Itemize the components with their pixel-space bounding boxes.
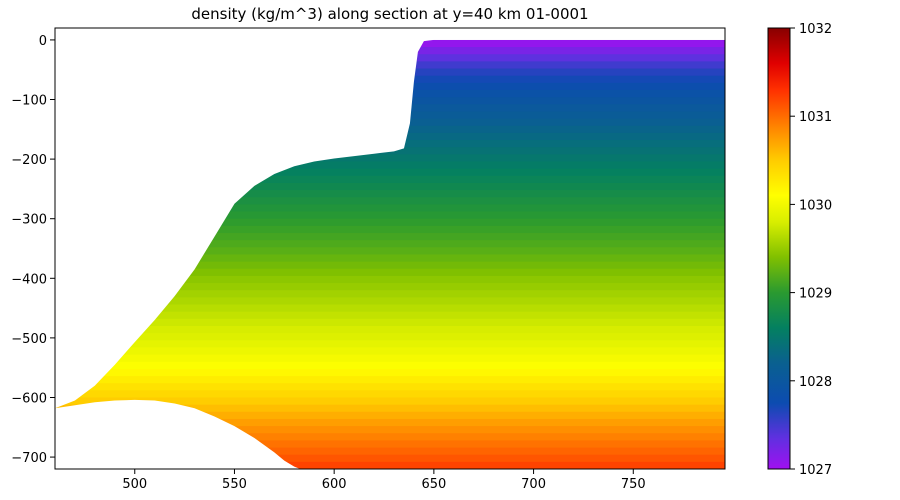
- plot-area: [55, 28, 725, 469]
- density-band: [55, 383, 725, 391]
- density-band: [55, 182, 725, 191]
- colorbar-tick-label: 1031: [799, 110, 832, 125]
- density-band: [55, 168, 725, 177]
- y-tick-label: −300: [11, 213, 47, 228]
- density-band: [55, 233, 725, 241]
- y-tick-label: −600: [11, 391, 47, 406]
- density-band: [55, 340, 725, 349]
- y-tick-label: −500: [11, 332, 47, 347]
- x-tick-label: 750: [621, 477, 646, 492]
- colorbar-tick-label: 1028: [799, 375, 832, 390]
- density-band: [55, 197, 725, 205]
- density-band: [55, 311, 725, 320]
- density-band: [55, 161, 725, 170]
- seafloor-mask: [55, 399, 301, 469]
- density-band: [55, 368, 725, 377]
- colorbar-gradient: [768, 28, 790, 469]
- density-band: [55, 304, 725, 313]
- x-tick-label: 500: [122, 477, 147, 492]
- density-band: [55, 240, 725, 248]
- x-axis: 500 550 600 650 700 750: [122, 469, 646, 492]
- y-tick-label: −100: [11, 94, 47, 109]
- colorbar: 1027 1028 1029 1030 1031 1032: [767, 22, 832, 478]
- density-band: [55, 461, 725, 469]
- density-band: [55, 283, 725, 291]
- density-band: [55, 390, 725, 399]
- density-band: [55, 275, 725, 284]
- density-band: [55, 218, 725, 227]
- density-band: [55, 411, 725, 420]
- y-tick-label: −200: [11, 153, 47, 168]
- colorbar-tick-label: 1027: [799, 463, 832, 478]
- y-tick-label: 0: [39, 34, 47, 49]
- density-band: [55, 333, 725, 341]
- density-band: [55, 261, 725, 270]
- density-band: [55, 318, 725, 327]
- x-tick-label: 550: [222, 477, 247, 492]
- density-band: [55, 154, 725, 163]
- density-band: [55, 397, 725, 406]
- density-band: [55, 426, 725, 434]
- density-band: [55, 225, 725, 234]
- density-band: [55, 297, 725, 306]
- density-band: [55, 190, 725, 198]
- y-axis: 0 −100 −200 −300 −400 −500 −600 −700: [11, 34, 55, 466]
- density-band: [55, 325, 725, 334]
- density-band: [55, 247, 725, 256]
- x-tick-label: 600: [322, 477, 347, 492]
- colorbar-tick-label: 1032: [799, 22, 832, 37]
- x-tick-label: 700: [521, 477, 546, 492]
- density-band: [55, 404, 725, 413]
- density-band: [55, 211, 725, 220]
- colorbar-ticks: 1027 1028 1029 1030 1031 1032: [790, 22, 832, 478]
- ice-shelf-mask: [55, 28, 725, 409]
- density-band: [55, 418, 725, 427]
- density-band: [55, 268, 725, 277]
- density-band: [55, 254, 725, 263]
- density-band: [55, 440, 725, 449]
- colorbar-tick-label: 1030: [799, 198, 832, 213]
- density-band: [55, 447, 725, 456]
- y-tick-label: −400: [11, 272, 47, 287]
- density-band: [55, 347, 725, 356]
- y-tick-label: −700: [11, 451, 47, 466]
- density-band: [55, 433, 725, 441]
- x-tick-label: 650: [421, 477, 446, 492]
- density-band: [55, 290, 725, 298]
- chart-title: density (kg/m^3) along section at y=40 k…: [191, 5, 588, 23]
- density-band: [55, 354, 725, 363]
- density-band: [55, 361, 725, 370]
- colorbar-frame: [767, 27, 791, 470]
- density-band: [55, 204, 725, 213]
- density-band: [55, 175, 725, 184]
- density-band: [55, 376, 725, 384]
- colorbar-tick-label: 1029: [799, 287, 832, 302]
- plot-frame: [54, 27, 726, 470]
- density-band: [55, 454, 725, 463]
